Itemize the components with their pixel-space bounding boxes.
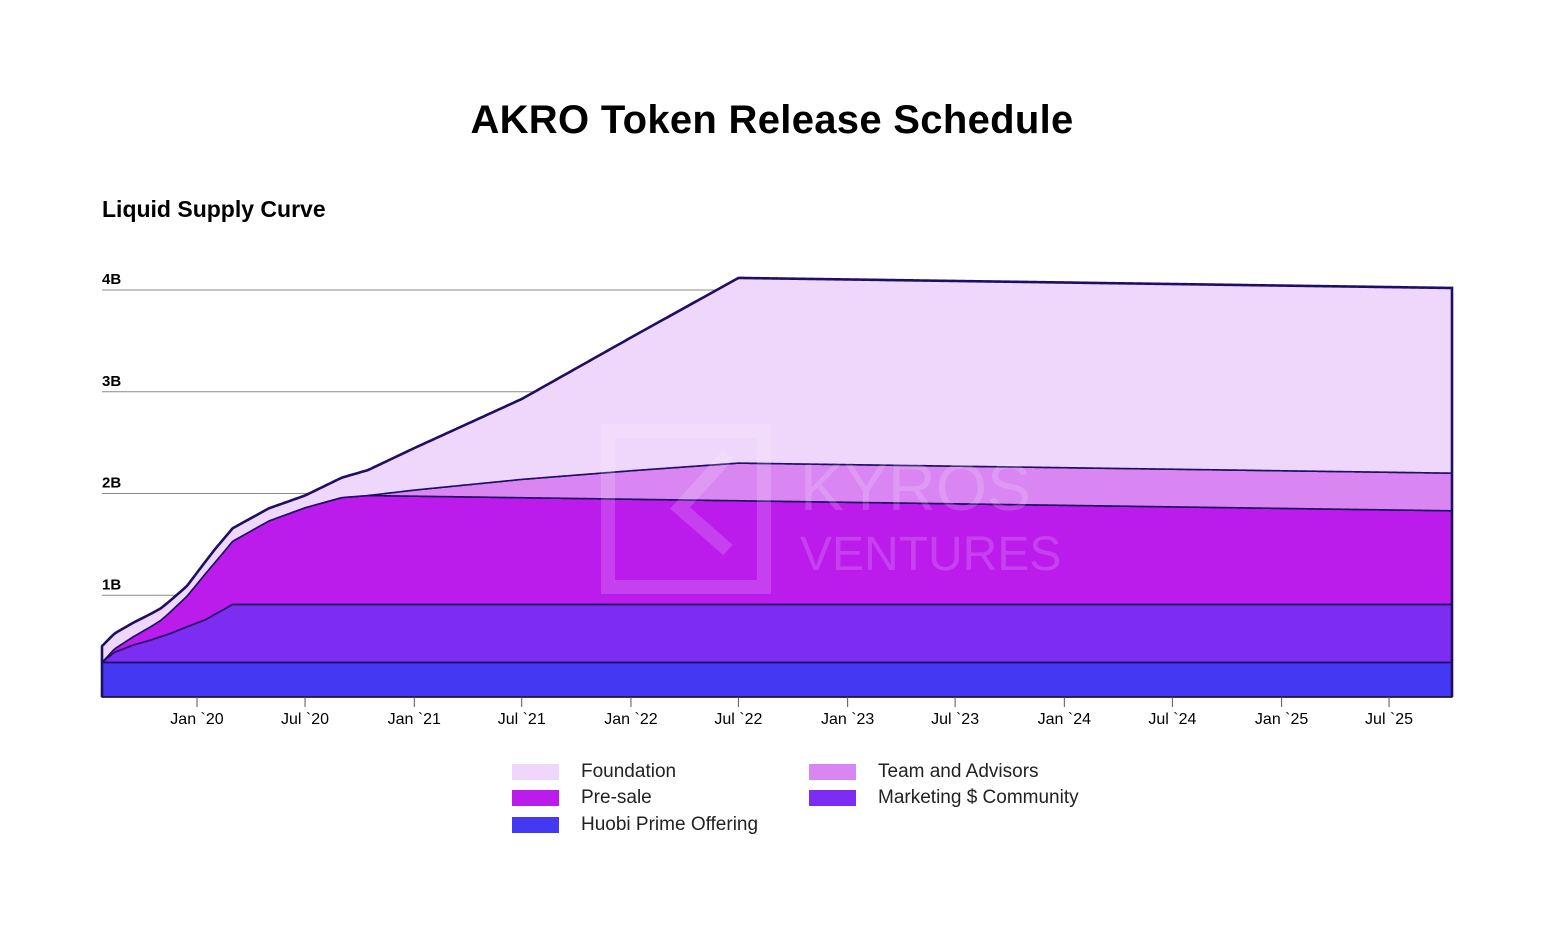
x-tick-label-2021-01-01: Jan `21 (388, 711, 441, 728)
legend-swatch-pre-sale (512, 790, 559, 806)
watermark-logo-box (601, 424, 771, 594)
legend-label-marketing-community: Marketing $ Community (878, 787, 1079, 808)
legend-swatch-marketing-community (809, 790, 856, 806)
watermark-line2: VENTURES (800, 528, 1061, 581)
area-series-huobi-prime-offering (101, 661, 1453, 698)
x-tick-label-2025-01-01: Jan `25 (1255, 711, 1308, 728)
legend-label-huobi-prime-offering: Huobi Prime Offering (581, 814, 759, 835)
watermark-line1: KYROS (800, 450, 1031, 524)
y-tick-label-4B: 4B (102, 271, 121, 288)
chart-title: AKRO Token Release Schedule (470, 98, 1074, 142)
legend-item-huobi-prime-offering: Huobi Prime Offering (512, 813, 758, 837)
legend-swatch-team-and-advisors (809, 764, 856, 780)
y-tick-label-1B: 1B (102, 576, 121, 593)
x-tick-label-2023-01-01: Jan `23 (821, 711, 874, 728)
watermark-logo-chevron (670, 450, 734, 556)
legend: Foundation Team and Advisors Pre-sale Ma… (512, 760, 1112, 850)
legend-label-team-and-advisors: Team and Advisors (878, 761, 1039, 782)
y-tick-label-3B: 3B (102, 373, 121, 390)
legend-item-team-and-advisors: Team and Advisors (809, 760, 1039, 784)
x-tick-label-2023-07-01: Jul `23 (931, 711, 979, 728)
watermark: KYROS VENTURES (601, 424, 1061, 594)
legend-swatch-foundation (512, 764, 559, 780)
chart-subtitle: Liquid Supply Curve (102, 196, 326, 222)
legend-label-pre-sale: Pre-sale (581, 787, 652, 808)
legend-swatch-huobi-prime-offering (512, 817, 559, 833)
x-tick-label-2021-07-01: Jul `21 (498, 711, 546, 728)
x-tick-label-2024-07-01: Jul `24 (1148, 711, 1196, 728)
x-tick-label-2020-01-01: Jan `20 (170, 711, 223, 728)
y-tick-label-2B: 2B (102, 475, 121, 492)
axes: 1B 2B 3B 4B Jan `20 Jul `20 Jan `21 Jul `21 Jan … (102, 271, 1452, 728)
legend-item-foundation: Foundation (512, 760, 676, 784)
x-tick-label-2020-07-01: Jul `20 (281, 711, 329, 728)
x-tick-label-2025-07-01: Jul `25 (1365, 711, 1413, 728)
x-tick-label-2022-07-01: Jul `22 (714, 711, 762, 728)
legend-item-pre-sale: Pre-sale (512, 786, 652, 810)
legend-item-marketing-community: Marketing $ Community (809, 786, 1079, 810)
area-series-marketing-community (101, 603, 1453, 664)
stacked-areas (100, 276, 1454, 698)
total-supply-outline (100, 276, 1454, 697)
legend-label-foundation: Foundation (581, 761, 677, 782)
x-tick-label-2024-01-01: Jan `24 (1038, 711, 1091, 728)
x-tick-label-2022-01-01: Jan `22 (604, 711, 657, 728)
